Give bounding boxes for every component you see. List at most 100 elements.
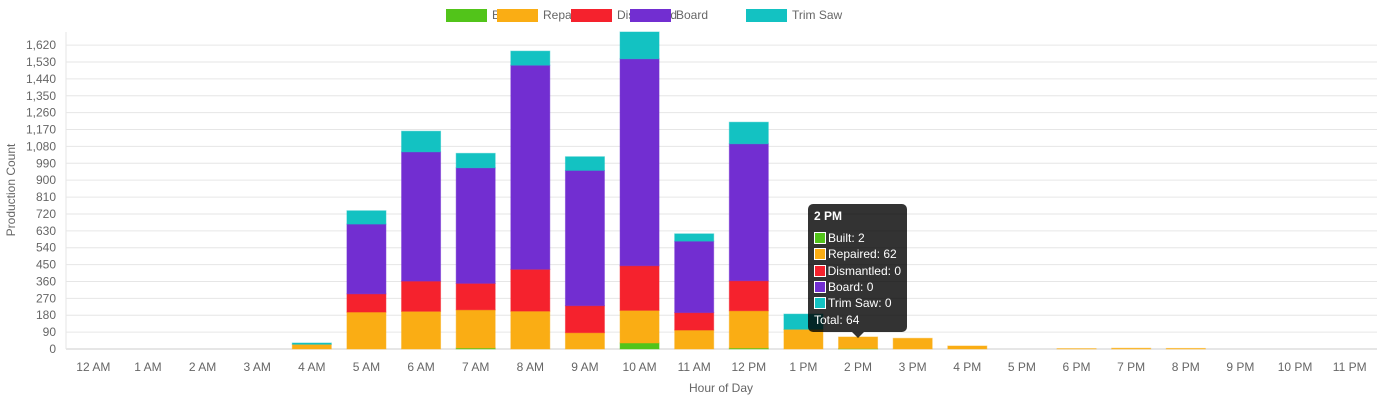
tooltip-text: Board: 0	[828, 280, 874, 295]
y-tick-label: 990	[36, 156, 56, 170]
tooltip: 2 PM Built: 2 Repaired: 62 Dismantled: 0 Bo…	[808, 204, 907, 338]
bar-segment-trim-saw[interactable]	[346, 210, 387, 225]
bar-segment-trim-saw[interactable]	[291, 342, 332, 345]
y-tick-label: 630	[36, 224, 56, 238]
legend-label[interactable]: Trim Saw	[792, 8, 843, 22]
y-tick-label: 180	[36, 308, 56, 322]
legend-swatch[interactable]	[630, 9, 671, 22]
tooltip-text: Built: 2	[828, 231, 865, 246]
bar-segment-dismantled[interactable]	[510, 268, 551, 312]
bar-segment-board[interactable]	[564, 169, 605, 307]
y-tick-label: 1,530	[26, 55, 56, 69]
x-tick-label: 10 PM	[1278, 360, 1313, 374]
bar-segment-board[interactable]	[346, 223, 387, 295]
bar-segment-repaired[interactable]	[619, 309, 660, 344]
bar-segment-repaired[interactable]	[1165, 347, 1206, 350]
bar-segment-trim-saw[interactable]	[619, 31, 660, 60]
y-tick-label: 720	[36, 207, 56, 221]
bar-segment-dismantled[interactable]	[619, 265, 660, 311]
x-tick-label: 9 AM	[571, 360, 598, 374]
bar-segment-repaired[interactable]	[838, 336, 879, 350]
x-tick-label: 1 AM	[134, 360, 161, 374]
tooltip-text: Dismantled: 0	[827, 263, 901, 278]
bar-segment-built[interactable]	[619, 342, 660, 350]
legend-label[interactable]: Board	[676, 8, 708, 22]
bar-segment-trim-saw[interactable]	[510, 50, 551, 66]
bar-segment-repaired[interactable]	[455, 309, 496, 349]
y-tick-label: 810	[36, 190, 56, 204]
bar-segment-repaired[interactable]	[892, 337, 933, 350]
x-tick-label: 11 AM	[678, 360, 711, 374]
bar-segment-trim-saw[interactable]	[564, 156, 605, 171]
legend-swatch[interactable]	[746, 9, 787, 22]
bar-segment-board[interactable]	[619, 58, 660, 267]
tooltip-line: Repaired: 62	[814, 246, 901, 262]
y-tick-label: 1,440	[26, 72, 56, 86]
tooltip-title: 2 PM	[814, 209, 843, 223]
tooltip-line: Board: 0	[814, 279, 901, 295]
tooltip-swatch	[814, 297, 826, 310]
x-tick-label: 10 AM	[623, 360, 657, 374]
bar-segment-repaired[interactable]	[947, 345, 988, 350]
x-tick-label: 2 AM	[189, 360, 216, 374]
x-tick-label: 5 PM	[1008, 360, 1036, 374]
x-tick-label: 1 PM	[789, 360, 817, 374]
y-tick-label: 540	[36, 241, 56, 255]
bar-segment-dismantled[interactable]	[346, 293, 387, 313]
x-tick-label: 8 AM	[517, 360, 544, 374]
x-tick-label: 3 PM	[899, 360, 927, 374]
bar-segment-dismantled[interactable]	[728, 280, 769, 312]
y-tick-label: 0	[49, 342, 56, 356]
bar-segment-dismantled[interactable]	[564, 305, 605, 334]
bar-segment-trim-saw[interactable]	[401, 130, 442, 153]
bar-segment-dismantled[interactable]	[674, 312, 715, 331]
y-tick-label: 270	[36, 291, 56, 305]
bar-segment-board[interactable]	[510, 64, 551, 270]
tooltip-total: Total: 64	[814, 312, 860, 327]
bar-segment-trim-saw[interactable]	[455, 152, 496, 169]
bar-segment-trim-saw[interactable]	[674, 233, 715, 242]
x-tick-label: 12 PM	[731, 360, 766, 374]
x-tick-label: 2 PM	[844, 360, 872, 374]
tooltip-line: Built: 2	[814, 230, 901, 246]
bar-segment-board[interactable]	[728, 143, 769, 282]
x-tick-label: 7 AM	[462, 360, 489, 374]
y-tick-label: 360	[36, 274, 56, 288]
legend-swatch[interactable]	[497, 9, 538, 22]
bar-segment-trim-saw[interactable]	[728, 121, 769, 145]
bar-segment-repaired[interactable]	[728, 310, 769, 349]
y-tick-label: 1,260	[26, 106, 56, 120]
bar-segment-repaired[interactable]	[783, 328, 824, 350]
bar-segment-board[interactable]	[674, 240, 715, 314]
tooltip-swatch	[814, 281, 826, 294]
y-tick-label: 1,350	[26, 89, 56, 103]
bar-segment-dismantled[interactable]	[401, 280, 442, 312]
bar-segment-repaired[interactable]	[1111, 347, 1152, 350]
x-tick-label: 3 AM	[244, 360, 271, 374]
x-tick-label: 11 PM	[1333, 360, 1367, 374]
y-tick-label: 1,170	[26, 123, 56, 137]
tooltip-line: Dismantled: 0	[814, 263, 901, 279]
x-axis-title: Hour of Day	[689, 381, 753, 395]
bar-segment-board[interactable]	[455, 167, 496, 284]
x-tick-label: 12 AM	[76, 360, 110, 374]
tooltip-swatch	[814, 232, 826, 245]
x-tick-label: 5 AM	[353, 360, 380, 374]
bar-segment-board[interactable]	[401, 151, 442, 282]
y-tick-label: 900	[36, 173, 56, 187]
bar-segment-repaired[interactable]	[401, 310, 442, 350]
bar-segment-dismantled[interactable]	[455, 282, 496, 311]
legend-swatch[interactable]	[446, 9, 487, 22]
bar-segment-repaired[interactable]	[510, 310, 551, 350]
legend-swatch[interactable]	[571, 9, 612, 22]
bar-segment-repaired[interactable]	[346, 311, 387, 350]
bar-segment-repaired[interactable]	[564, 332, 605, 350]
bar-segment-repaired[interactable]	[291, 343, 332, 350]
x-tick-label: 6 AM	[407, 360, 434, 374]
bar-segment-repaired[interactable]	[674, 329, 715, 350]
x-tick-label: 7 PM	[1117, 360, 1145, 374]
tooltip-swatch	[814, 264, 826, 277]
tooltip-swatch	[814, 248, 826, 261]
